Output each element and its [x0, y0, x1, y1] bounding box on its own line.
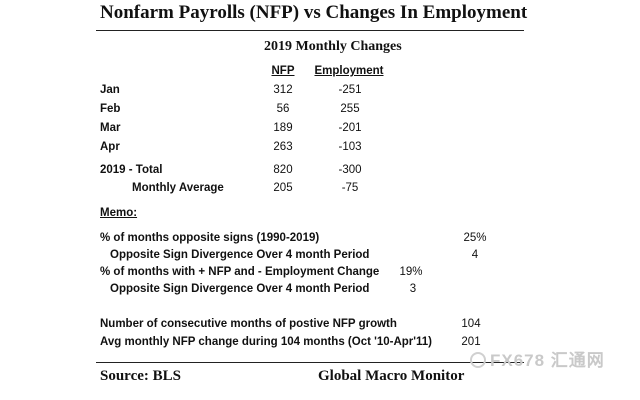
avg-nfp-change-value: 201 — [461, 336, 481, 348]
consecutive-months-value: 104 — [461, 318, 481, 330]
memo-row-value: 25% — [463, 232, 487, 244]
title-divider — [96, 30, 524, 31]
watermark-text: FX678 汇通网 — [490, 351, 605, 370]
memo-row-label: Opposite Sign Divergence Over 4 month Pe… — [110, 249, 370, 261]
memo-row-value: 3 — [409, 283, 417, 295]
month-label: Feb — [100, 103, 121, 115]
month-nfp-value: 56 — [276, 103, 290, 115]
brand-label: Global Macro Monitor — [318, 368, 465, 384]
memo-row-value: 4 — [471, 249, 479, 261]
memo-row-label: % of months with + NFP and - Employment … — [100, 266, 380, 278]
average-nfp-value: 205 — [273, 182, 293, 194]
month-employment-value: -251 — [338, 84, 362, 96]
watermark: FX678 汇通网 — [470, 346, 605, 371]
month-employment-value: -103 — [338, 141, 362, 153]
total-nfp-value: 820 — [273, 164, 293, 176]
month-nfp-value: 263 — [273, 141, 293, 153]
memo-heading: Memo: — [100, 207, 138, 219]
avg-nfp-change-label: Avg monthly NFP change during 104 months… — [100, 336, 432, 348]
memo-row-label: Opposite Sign Divergence Over 4 month Pe… — [110, 283, 370, 295]
table-subtitle: 2019 Monthly Changes — [264, 39, 402, 54]
month-employment-value: 255 — [340, 103, 360, 115]
source-label: Source: BLS — [100, 368, 181, 384]
memo-row-label: % of months opposite signs (1990-2019) — [100, 232, 320, 244]
total-label: 2019 - Total — [100, 164, 163, 176]
column-header-nfp: NFP — [271, 65, 295, 77]
consecutive-months-label: Number of consecutive months of postive … — [100, 318, 397, 330]
column-header-employment: Employment — [314, 65, 384, 77]
month-label: Apr — [100, 141, 120, 153]
memo-row-value: 19% — [399, 266, 423, 278]
average-label: Monthly Average — [132, 182, 224, 194]
average-employment-value: -75 — [341, 182, 359, 194]
month-label: Mar — [100, 122, 121, 134]
month-nfp-value: 189 — [273, 122, 293, 134]
total-employment-value: -300 — [338, 164, 362, 176]
watermark-logo-icon — [470, 352, 486, 368]
month-label: Jan — [100, 84, 120, 96]
month-nfp-value: 312 — [273, 84, 293, 96]
month-employment-value: -201 — [338, 122, 362, 134]
page-title: Nonfarm Payrolls (NFP) vs Changes In Emp… — [100, 2, 528, 23]
footer-divider — [96, 362, 524, 363]
